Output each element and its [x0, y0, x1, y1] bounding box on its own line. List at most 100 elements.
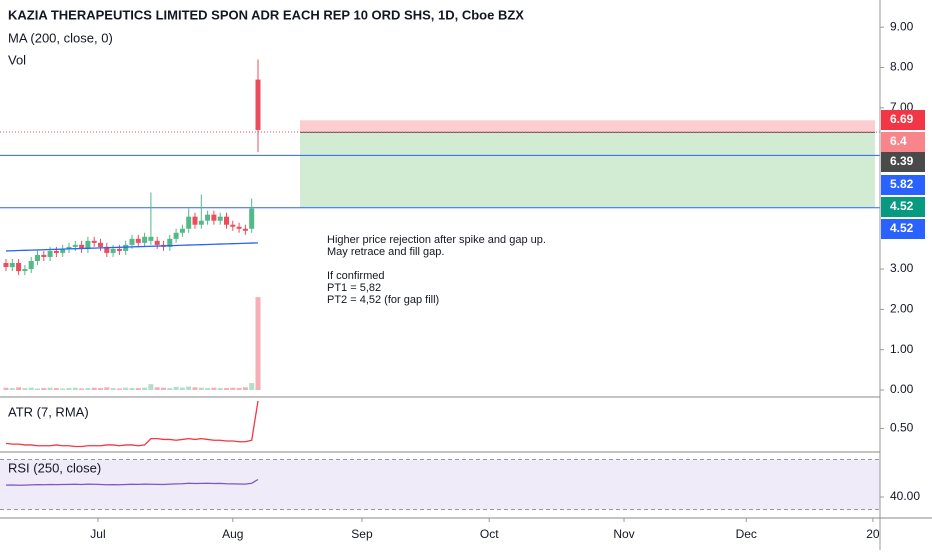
candle-body [79, 244, 85, 249]
candle-body [72, 244, 78, 247]
x-tick-label: 20 [866, 527, 880, 541]
price-label: 4.52 [890, 199, 914, 213]
candle-body [242, 228, 248, 231]
candle-body [255, 79, 261, 130]
price-label: 6.69 [890, 112, 914, 126]
volume-bar [98, 388, 103, 390]
volume-bar [242, 387, 248, 390]
y-tick-label: 3.00 [890, 261, 914, 275]
x-tick-label: Nov [613, 527, 634, 541]
chart-title: KAZIA THERAPEUTICS LIMITED SPON ADR EACH… [8, 7, 524, 22]
x-tick-label: Oct [480, 527, 499, 541]
volume-bar [41, 388, 47, 390]
volume-bar [148, 384, 154, 390]
annotation: PT2 = 4,52 (for gap fill) [327, 294, 439, 306]
atr-label: ATR (7, RMA) [8, 404, 89, 419]
volume-bar [224, 388, 229, 390]
volume-bar [60, 388, 66, 390]
candle-body [28, 261, 34, 270]
price-label-bg [881, 132, 925, 152]
candle-body [167, 238, 173, 247]
x-tick-label: Jul [90, 527, 105, 541]
candle-body [154, 240, 160, 245]
volume-bar [66, 388, 72, 390]
volume-bar [186, 386, 192, 390]
volume-bar [3, 387, 9, 390]
candle-body [16, 263, 22, 272]
candle-body [173, 232, 179, 239]
volume-bar [255, 297, 261, 390]
annotation: May retrace and fill gap. [327, 246, 444, 258]
volume-bar [28, 387, 34, 390]
annotation: Higher price rejection after spike and g… [327, 234, 546, 246]
volume-bar [85, 388, 91, 390]
volume-bar [53, 388, 59, 390]
candle-body [135, 238, 141, 243]
volume-bar [135, 388, 141, 390]
candle-body [60, 248, 66, 253]
candle-body [98, 242, 103, 247]
candle-body [116, 248, 122, 251]
candle-body [110, 248, 116, 253]
y-tick-label: 8.00 [890, 60, 914, 74]
y-tick-label: 0.00 [890, 382, 914, 396]
volume-bar [110, 388, 116, 390]
candle-body [148, 236, 154, 241]
candle-body [249, 208, 255, 229]
y-tick-label: 1.00 [890, 342, 914, 356]
rsi-line [5, 478, 259, 486]
candle-body [41, 254, 47, 257]
legend-label: MA (200, close, 0) [8, 30, 113, 45]
candle-body [179, 228, 185, 233]
candle-body [66, 246, 72, 249]
volume-bar [230, 387, 236, 390]
volume-bar [236, 388, 242, 390]
candle-body [85, 240, 91, 249]
volume-bar [173, 386, 179, 390]
volume-bar [9, 388, 15, 390]
candle-body [123, 244, 129, 251]
volume-bar [211, 387, 217, 390]
candle-body [22, 269, 28, 272]
candle-body [211, 214, 217, 221]
candle-body [3, 263, 9, 268]
candle-body [230, 224, 236, 227]
rsi-label: RSI (250, close) [8, 460, 101, 475]
candle-body [224, 216, 229, 225]
price-label-bg [881, 110, 925, 130]
candle-body [192, 216, 198, 225]
volume-bar [198, 387, 204, 390]
annotation: If confirmed [327, 270, 384, 282]
volume-bar [154, 387, 160, 390]
volume-bar [104, 387, 110, 390]
legend-label: Vol [8, 52, 26, 67]
stop-zone [300, 120, 875, 133]
candle-body [217, 216, 223, 221]
x-tick-label: Aug [222, 527, 243, 541]
price-label-bg [881, 175, 925, 195]
atr-line [5, 400, 259, 448]
volume-bar [161, 387, 166, 390]
price-label-bg [881, 152, 925, 172]
volume-bar [123, 387, 129, 390]
candle-body [236, 226, 242, 229]
y-tick-label: 40.00 [890, 489, 920, 503]
volume-bar [116, 388, 122, 390]
volume-bar [79, 388, 85, 390]
candle-body [186, 216, 192, 229]
target-zone [300, 132, 875, 208]
price-label: 6.4 [890, 134, 907, 148]
candle-body [9, 263, 15, 268]
x-tick-label: Sep [351, 527, 373, 541]
candle-body [205, 214, 211, 221]
volume-bar [91, 387, 97, 390]
candle-body [53, 250, 59, 253]
price-label: 6.39 [890, 154, 914, 168]
price-label: 4.52 [890, 221, 914, 235]
volume-bar [22, 388, 28, 390]
candle-body [104, 246, 110, 253]
y-tick-label: 0.50 [890, 421, 914, 435]
candle-body [142, 236, 148, 243]
